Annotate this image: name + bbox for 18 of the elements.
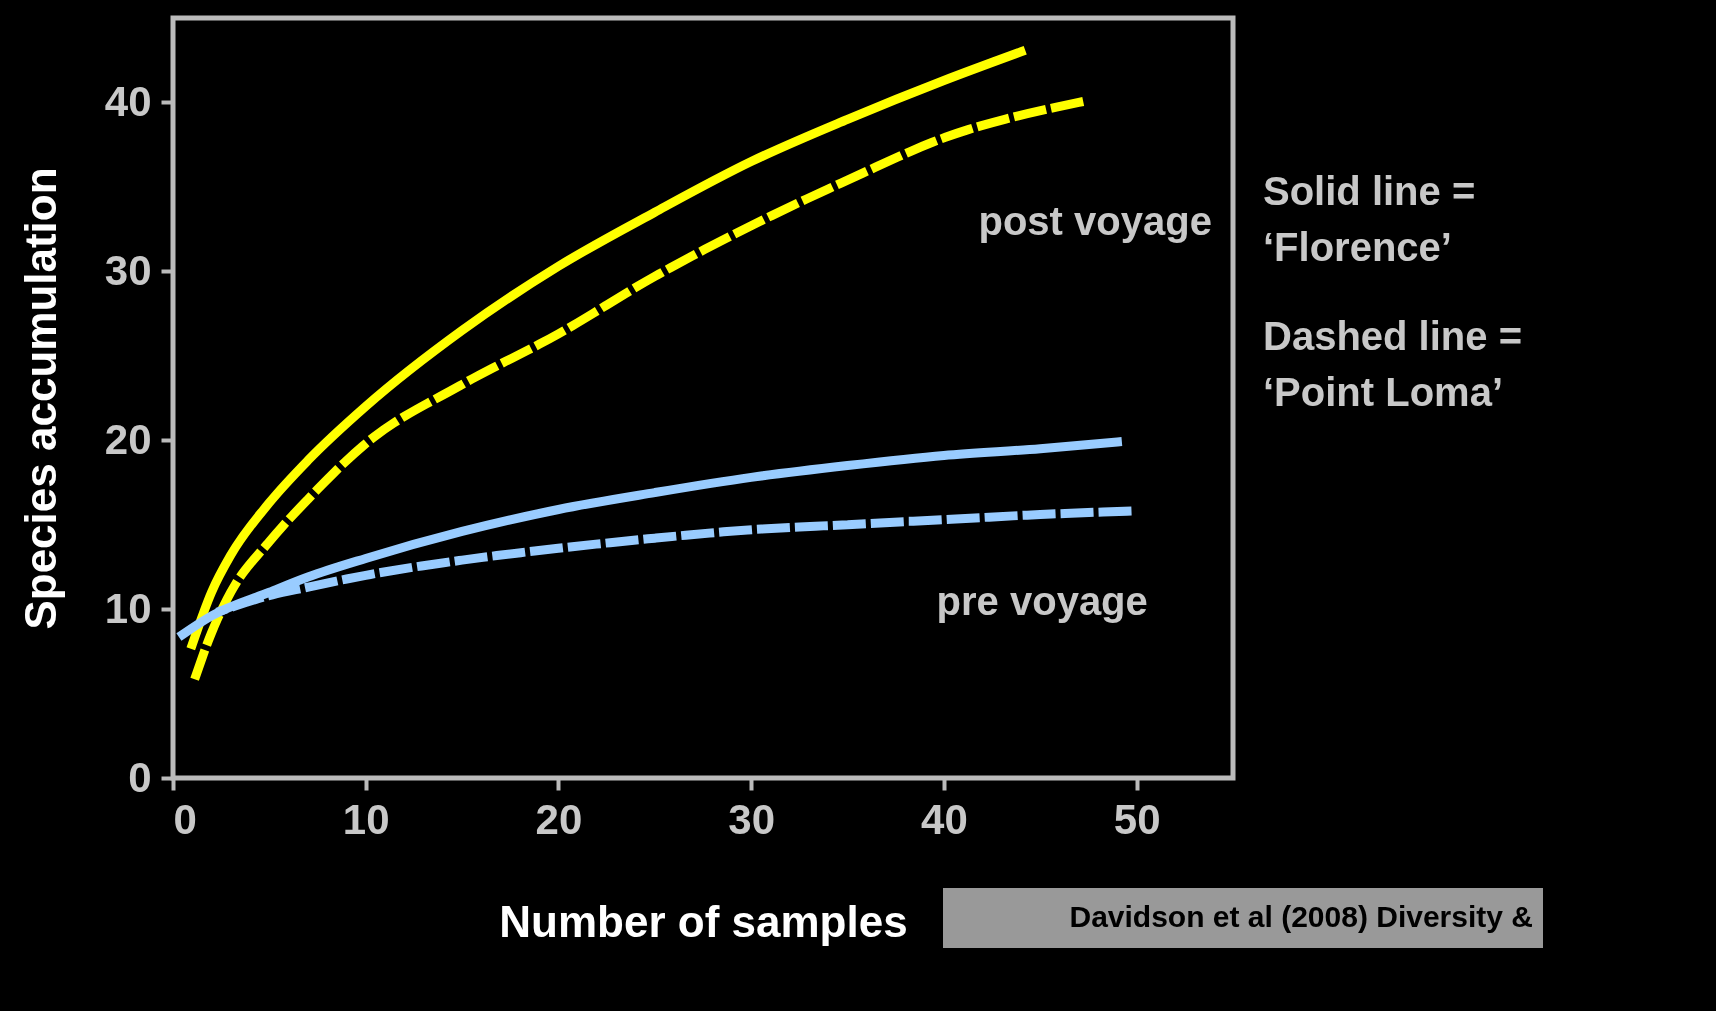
- x-tick-label: 0: [173, 795, 197, 843]
- text: Solid line = ‘Florence’: [1263, 169, 1476, 269]
- x-tick-label: 50: [1113, 795, 1161, 843]
- annotation: post voyage: [978, 199, 1212, 244]
- y-tick-label: 0: [128, 753, 152, 801]
- y-axis-title: Species accumulation: [15, 167, 65, 630]
- text: Dashed line = ‘Point Loma’: [1263, 314, 1522, 414]
- y-tick-label: 20: [104, 415, 152, 463]
- y-tick-label: 30: [104, 246, 152, 294]
- x-tick-label: 40: [921, 795, 968, 843]
- text: Davidson et al (2008) Diversity &: [1069, 900, 1533, 933]
- x-tick-label: 10: [342, 795, 390, 843]
- x-axis-title: Number of samples: [499, 896, 908, 946]
- x-tick-label: 20: [535, 795, 583, 843]
- y-tick-label: 40: [104, 77, 152, 125]
- annotation: pre voyage: [936, 579, 1148, 624]
- x-tick-label: 30: [728, 795, 776, 843]
- y-tick-label: 10: [104, 584, 152, 632]
